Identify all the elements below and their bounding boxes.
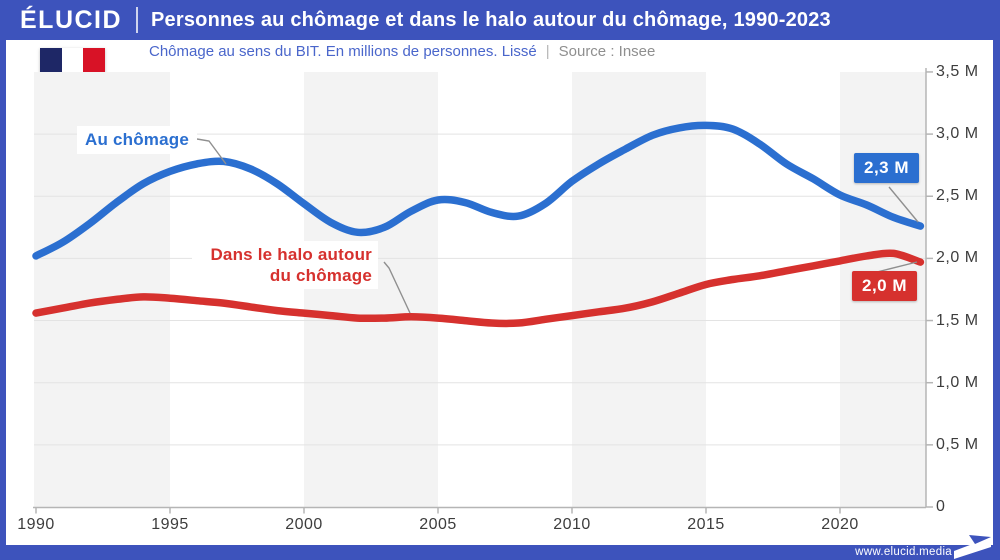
page-title: Personnes au chômage et dans le halo aut… [151,8,831,31]
header-divider [136,7,138,33]
x-tick-label: 2005 [419,516,457,533]
footer-bar: www.elucid.media [0,535,1000,560]
y-tick-label: 1,0 M [936,373,979,391]
callout-red-label [383,261,411,314]
series-line-chomage [32,121,925,260]
y-tick-label: 3,0 M [936,125,979,143]
website-link[interactable]: www.elucid.media [855,546,952,558]
x-tick-label: 2015 [687,516,725,533]
x-tick-label: 2000 [285,516,323,533]
callout-red-badge [876,261,918,273]
x-tick-label: 2010 [553,516,591,533]
series-label-chomage: Au chômage [77,126,198,154]
subtitle-row: Chômage au sens du BIT. En millions de p… [0,40,1000,63]
chart-subtitle: Chômage au sens du BIT. En millions de p… [149,43,537,60]
end-value-badge-chomage: 2,3 M [854,153,920,183]
subtitle-separator: | [545,43,550,60]
y-tick-label: 0,5 M [936,435,979,453]
left-border [0,40,6,545]
series-line-halo [32,249,925,328]
header-bar: ÉLUCID Personnes au chômage et dans le h… [0,0,1000,40]
elucid-pennant-icon [954,535,991,559]
y-tick-label: 2,5 M [936,187,979,205]
callout-blue-label [196,138,227,165]
end-value-badge-halo: 2,0 M [852,271,918,301]
brand-logo: ÉLUCID [20,5,123,34]
y-tick-label: 3,5 M [936,62,979,80]
x-tick-label: 1995 [151,516,189,533]
source-label: Source : Insee [558,43,656,60]
series-label-halo: Dans le halo autour du chômage [192,241,378,289]
callout-blue-badge [888,186,919,223]
grid-band [304,72,438,508]
y-tick-label: 2,0 M [936,249,979,267]
y-tick-label: 1,5 M [936,311,979,329]
x-tick-label: 1990 [17,516,55,533]
y-tick-label: 0 [936,498,946,515]
callout-lines [196,138,919,314]
right-border [993,40,1000,545]
x-tick-label: 2020 [821,516,859,533]
